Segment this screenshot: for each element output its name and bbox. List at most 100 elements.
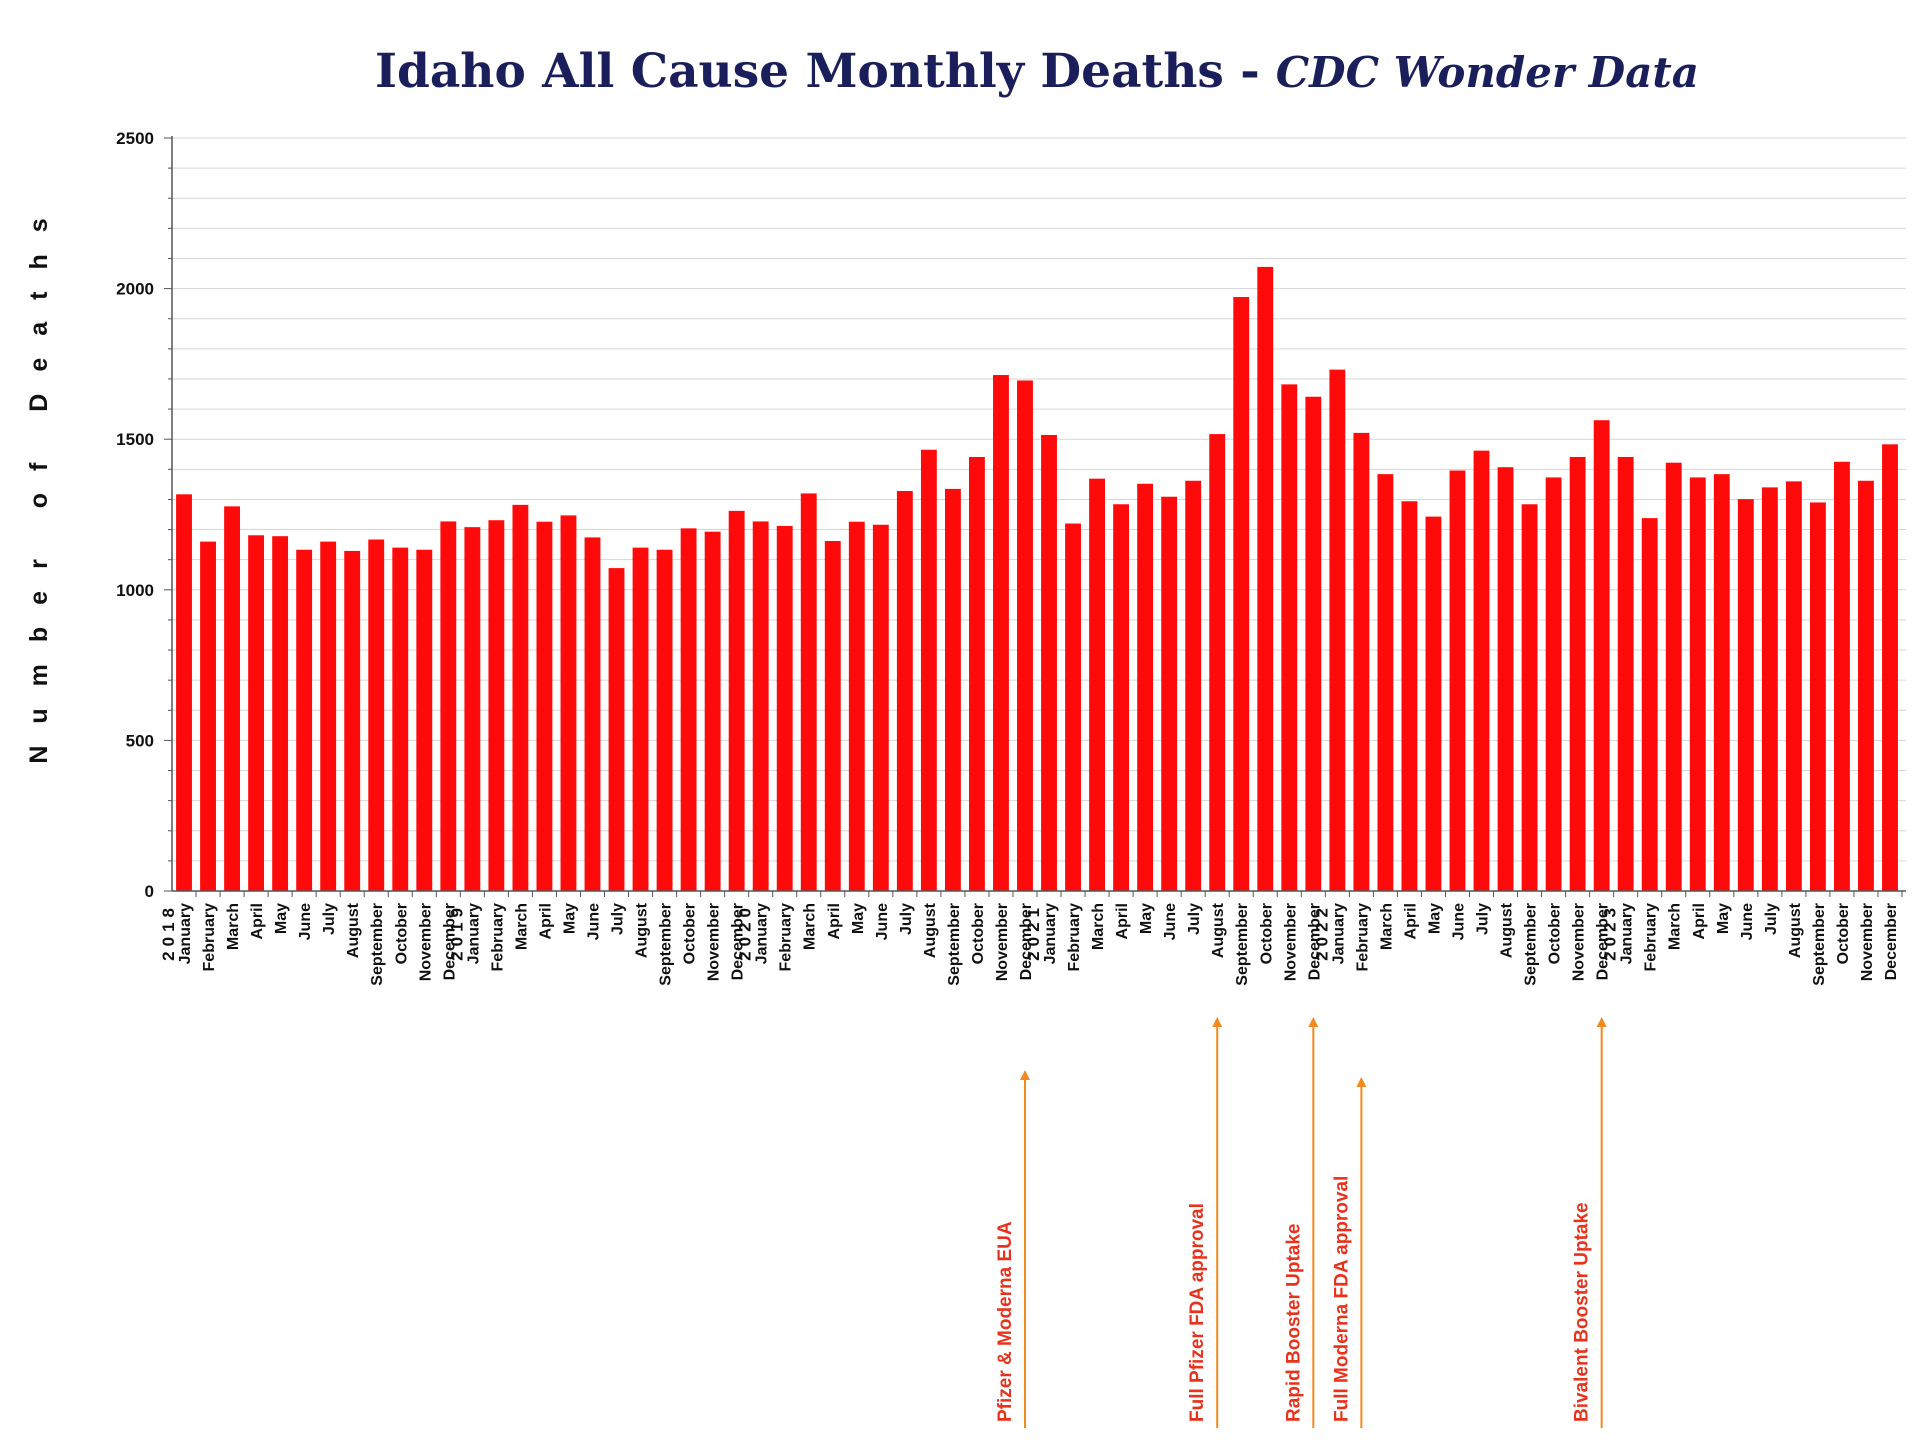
x-tick-label: January xyxy=(754,903,771,964)
x-tick-label: April xyxy=(1114,903,1131,939)
x-tick-label: December xyxy=(730,903,747,980)
x-tick-label: August xyxy=(634,902,651,958)
x-tick-label: November xyxy=(1282,903,1299,981)
bar xyxy=(800,493,817,891)
x-tick-label: November xyxy=(706,903,723,981)
bar xyxy=(512,504,529,891)
x-tick-label: March xyxy=(1667,903,1684,950)
bar xyxy=(440,521,457,891)
bar xyxy=(1257,266,1274,892)
annotation-arrowhead xyxy=(1019,1070,1030,1080)
bar xyxy=(1161,496,1178,891)
x-tick-label: December xyxy=(1018,903,1035,980)
year-label: 2022 xyxy=(1312,903,1331,961)
bar xyxy=(248,535,265,891)
x-tick-label: November xyxy=(1571,903,1588,981)
x-tick-label: July xyxy=(1763,903,1780,935)
year-label: 2020 xyxy=(736,903,755,961)
year-label: 2023 xyxy=(1601,903,1620,961)
bar xyxy=(1113,504,1130,891)
x-tick-label: September xyxy=(1523,903,1540,986)
x-tick-label: December xyxy=(1595,903,1612,980)
year-label: 2019 xyxy=(447,903,466,961)
x-tick-label: October xyxy=(970,903,987,964)
y-axis-label: Number of Deaths xyxy=(25,196,53,763)
annotation-label: Full Moderna FDA approval xyxy=(1331,1176,1352,1422)
bars xyxy=(176,266,1898,892)
bar xyxy=(728,510,745,891)
x-tick-label: February xyxy=(1354,903,1371,972)
x-tick-label: March xyxy=(1378,903,1395,950)
bar xyxy=(1233,297,1250,892)
bar xyxy=(608,568,625,891)
bar xyxy=(896,491,913,891)
x-tick-label: August xyxy=(345,902,362,958)
bar xyxy=(320,541,337,891)
annotation-arrowhead xyxy=(1308,1017,1319,1027)
bar xyxy=(944,488,961,891)
x-tick-label: January xyxy=(177,903,194,964)
annotation-label: Rapid Booster Uptake xyxy=(1283,1224,1304,1422)
x-tick-label: March xyxy=(802,903,819,950)
x-tick-label: September xyxy=(946,903,963,986)
x-tick-label: October xyxy=(1547,903,1564,964)
bar xyxy=(176,494,192,891)
bar xyxy=(1593,420,1610,891)
bar xyxy=(416,549,433,891)
bar xyxy=(1425,516,1442,891)
bar xyxy=(656,549,673,891)
bar xyxy=(1689,477,1706,891)
bar xyxy=(920,449,937,891)
bar xyxy=(224,506,240,891)
x-tick-label: October xyxy=(393,903,410,964)
x-tick-label: December xyxy=(441,903,458,980)
x-tick-label: April xyxy=(826,903,843,939)
x-tick-label: August xyxy=(1210,902,1227,958)
bar xyxy=(752,521,769,891)
x-tick-label: September xyxy=(1234,903,1251,986)
x-tick-labels: January February March April May June July Augu… xyxy=(177,902,1900,985)
x-tick-label: November xyxy=(1859,903,1876,981)
x-tick-label: May xyxy=(1426,903,1443,934)
x-tick-label: June xyxy=(1162,903,1179,940)
bar xyxy=(776,525,793,891)
y-tick-label: 2500 xyxy=(116,129,154,148)
bar xyxy=(200,541,216,891)
y-tick-label: 0 xyxy=(145,882,154,901)
annotation-arrowhead xyxy=(1212,1017,1223,1027)
bar xyxy=(848,521,865,891)
chart-title-main: Idaho All Cause Monthly Deaths - xyxy=(375,44,1260,99)
bar xyxy=(1834,461,1850,891)
bar xyxy=(1497,467,1514,891)
x-tick-label: July xyxy=(321,903,338,935)
bar xyxy=(1065,523,1081,891)
x-tick-label: April xyxy=(1402,903,1419,939)
bar xyxy=(1569,456,1586,891)
bar xyxy=(1785,481,1802,891)
bar xyxy=(392,547,409,891)
bar xyxy=(1713,474,1730,891)
x-tick-label: May xyxy=(561,903,578,934)
bar xyxy=(1137,483,1154,891)
bar xyxy=(1041,434,1057,891)
bar xyxy=(368,539,385,891)
x-tick-label: January xyxy=(1619,903,1636,964)
x-tick-label: May xyxy=(273,903,290,934)
annotation-arrowhead xyxy=(1596,1017,1607,1027)
bar xyxy=(272,536,289,891)
bar xyxy=(704,531,721,891)
bar xyxy=(824,541,841,891)
x-tick-label: June xyxy=(1739,903,1756,940)
bar xyxy=(1641,518,1658,891)
bar xyxy=(1737,499,1754,891)
x-tick-label: September xyxy=(1811,903,1828,986)
x-tick-label: September xyxy=(658,903,675,986)
annotation-label: Full Pfizer FDA approval xyxy=(1187,1203,1208,1422)
y-tick-label: 1500 xyxy=(116,430,154,449)
bar xyxy=(1017,380,1033,891)
bar xyxy=(584,537,601,891)
x-tick-label: October xyxy=(1258,903,1275,964)
bar xyxy=(1281,384,1298,891)
bar xyxy=(1209,434,1226,891)
